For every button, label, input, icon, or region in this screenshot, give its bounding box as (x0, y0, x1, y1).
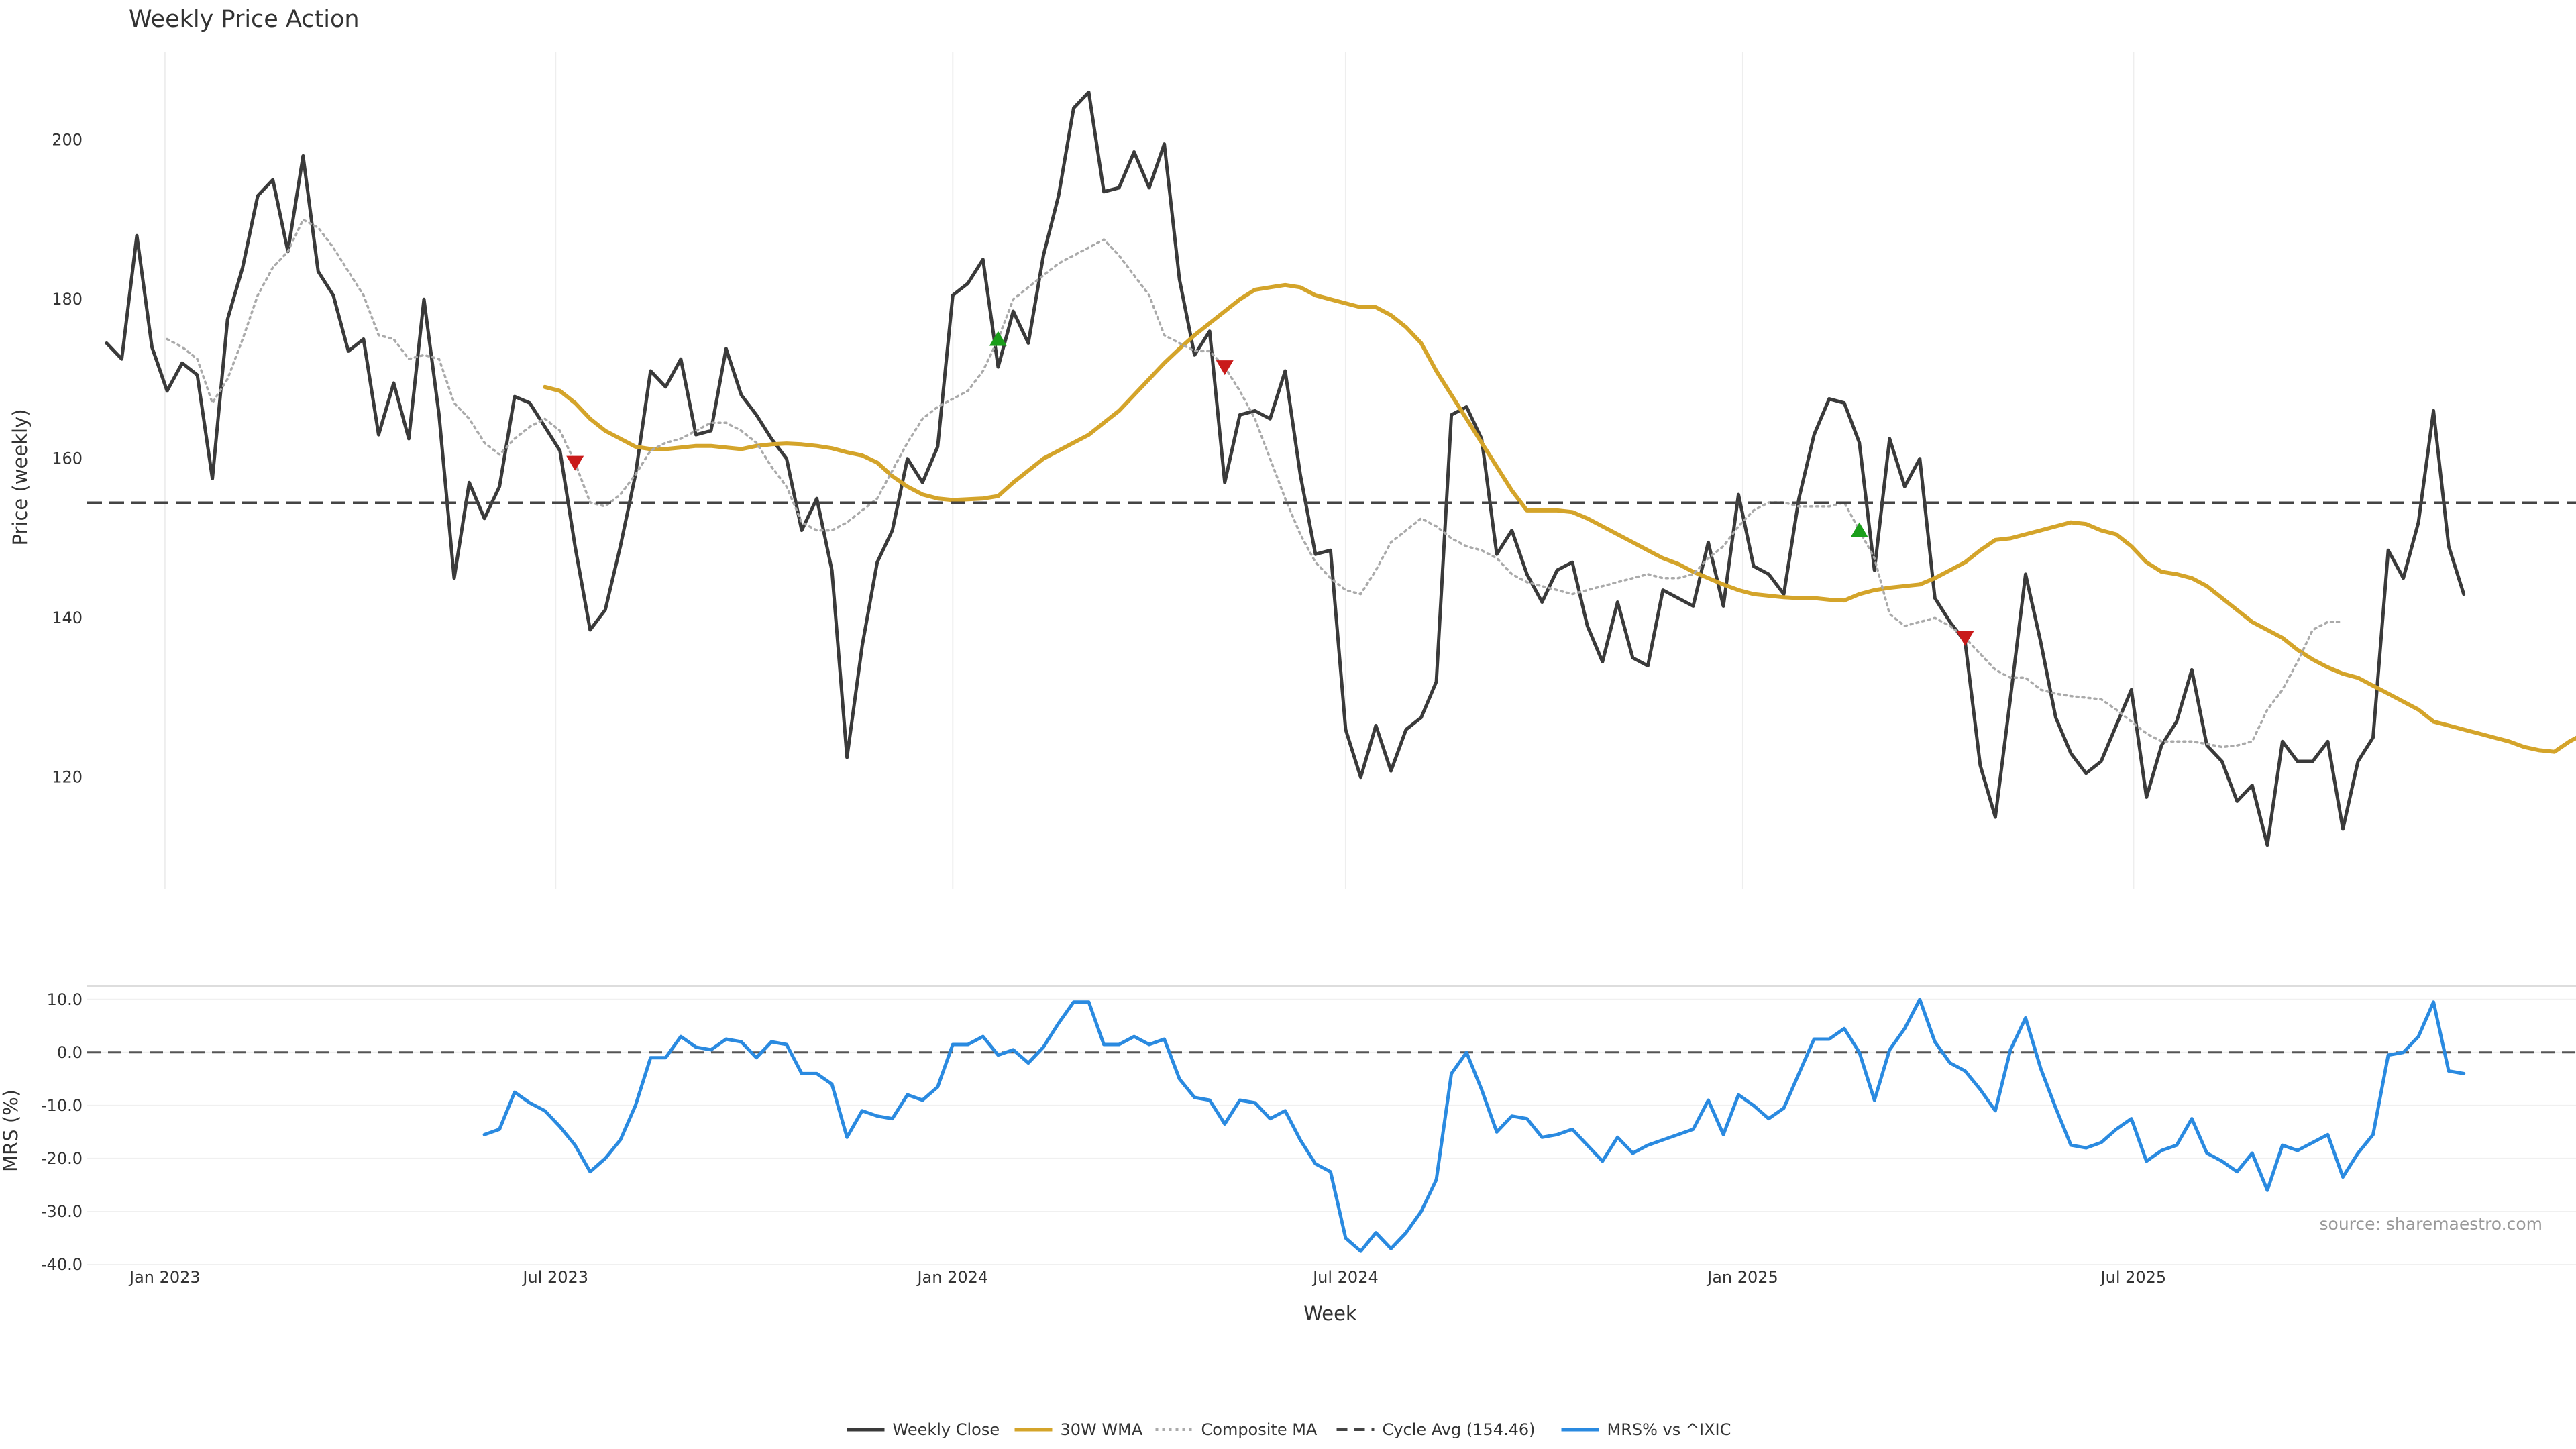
x-axis-title: Week (1303, 1302, 1357, 1325)
x-tick-label: Jul 2024 (1311, 1268, 1379, 1287)
mrs-y-tick-label: -20.0 (41, 1149, 83, 1168)
legend-item: 30W WMA (1014, 1420, 1143, 1439)
price-y-axis: 120 140 160 180 200 (52, 131, 83, 787)
mrs-y-axis: -40.0 -30.0 -20.0 -10.0 0.0 10.0 (41, 990, 2576, 1274)
x-tick-label: Jan 2024 (916, 1268, 988, 1287)
mrs-y-tick-label: -10.0 (41, 1096, 83, 1115)
price-y-tick-label: 160 (52, 449, 83, 468)
mrs-y-tick-label: -30.0 (41, 1202, 83, 1221)
source-note: source: sharemaestro.com (2320, 1214, 2543, 1234)
legend-label: MRS% vs ^IXIC (1607, 1420, 1731, 1439)
price-y-tick-label: 200 (52, 131, 83, 150)
signal-markers (566, 331, 1974, 646)
mrs-y-tick-label: -40.0 (41, 1255, 83, 1274)
price-series (87, 90, 2576, 847)
sell-signal-marker (566, 455, 584, 471)
weekly-close-line (105, 90, 2466, 847)
legend-label: Cycle Avg (154.46) (1383, 1420, 1536, 1439)
x-tick-label: Jan 2025 (1706, 1268, 1778, 1287)
legend-item: Weekly Close (847, 1420, 1000, 1439)
x-tick-label: Jul 2023 (521, 1268, 588, 1287)
legend-item: Composite MA (1155, 1420, 1318, 1439)
x-axis: Jan 2023 Jul 2023 Jan 2024 Jul 2024 Jan 2025… (128, 1268, 2166, 1287)
vertical-gridlines (164, 52, 2135, 889)
x-tick-label: Jul 2025 (2100, 1268, 2167, 1287)
mrs-series (482, 998, 2466, 1253)
price-y-axis-title: Price (weekly) (9, 409, 32, 545)
legend-label: Composite MA (1201, 1420, 1318, 1439)
legend-label: 30W WMA (1061, 1420, 1143, 1439)
price-y-tick-label: 120 (52, 768, 83, 787)
legend-label: Weekly Close (893, 1420, 1000, 1439)
x-tick-label: Jan 2023 (128, 1268, 201, 1287)
mrs-y-tick-label: 10.0 (47, 990, 83, 1009)
mrs-y-axis-title: MRS (%) (0, 1089, 22, 1172)
mrs-vs-ixic-line (482, 998, 2466, 1253)
mrs-y-tick-label: 0.0 (57, 1043, 83, 1062)
buy-signal-marker (989, 331, 1007, 346)
legend-item: Cycle Avg (154.46) (1336, 1420, 1536, 1439)
chart-title: Weekly Price Action (129, 6, 360, 33)
legend-item: MRS% vs ^IXIC (1561, 1420, 1731, 1439)
price-y-tick-label: 180 (52, 290, 83, 309)
price-y-tick-label: 140 (52, 608, 83, 627)
buy-signal-marker (1850, 522, 1868, 537)
30w-wma-line (543, 282, 2576, 754)
sell-signal-marker (1216, 360, 1234, 376)
legend: Weekly Close 30W WMA Composite MA Cycle Avg… (847, 1420, 1731, 1439)
composite-ma-line (166, 218, 2345, 749)
sell-signal-marker (1956, 631, 1974, 646)
